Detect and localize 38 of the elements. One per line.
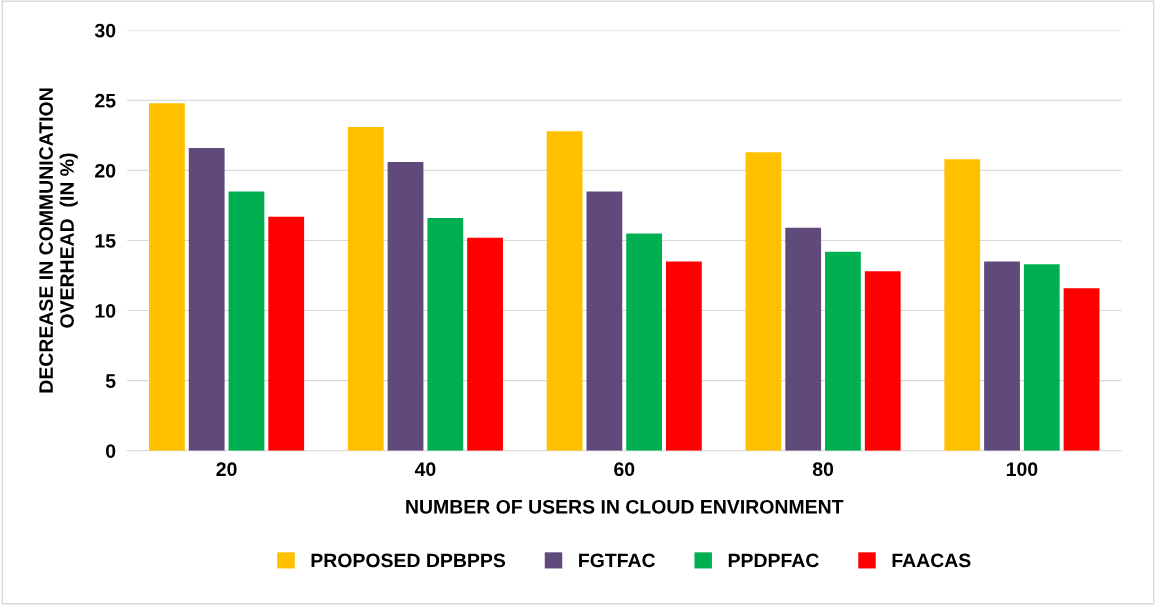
legend-label: PROPOSED DPBPPS [311,553,506,568]
bar [347,126,384,451]
bar [665,261,702,451]
y-axis-title: DECREASE IN COMMUNICATION OVERHEAD (IN %) [39,88,78,393]
x-tick-label: 80 [812,462,834,477]
bar [149,103,185,451]
y-tick-label: 0 [106,444,116,458]
bar [825,251,861,451]
y-tick-label: 15 [95,234,116,248]
bar [586,191,623,451]
x-tick-label: 20 [216,462,237,477]
x-tick-label: 40 [414,462,436,477]
bar [944,159,981,451]
bar [984,261,1020,451]
bar [268,216,305,451]
bar [188,147,225,451]
legend-label: PPDPFAC [728,553,819,568]
bar [745,152,782,451]
bar [1023,264,1060,451]
bar [467,237,503,451]
y-tick-label: 10 [95,304,116,318]
bar [785,227,822,451]
legend-label: FGTFAC [579,553,656,568]
bar [864,271,901,451]
y-tick-label: 5 [105,374,116,388]
bar [427,218,464,451]
x-tick-label: 60 [614,462,635,477]
bar [228,191,265,451]
x-axis-title: NUMBER OF USERS IN CLOUD ENVIRONMENT [406,499,844,514]
x-tick-label: 100 [1006,462,1038,477]
y-tick-label: 30 [94,23,116,38]
bar [626,233,663,451]
bar [1063,288,1100,451]
legend-label: FAACAS [892,553,971,568]
bar [546,131,583,451]
bar [387,162,424,451]
y-tick-label: 25 [95,93,116,108]
y-tick-label: 20 [95,163,116,178]
